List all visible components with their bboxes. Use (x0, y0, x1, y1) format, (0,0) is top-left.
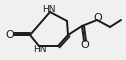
Text: O: O (6, 30, 14, 40)
Text: HN: HN (33, 45, 47, 54)
Text: HN: HN (42, 5, 56, 14)
Text: O: O (81, 40, 89, 50)
Text: O: O (94, 13, 102, 23)
